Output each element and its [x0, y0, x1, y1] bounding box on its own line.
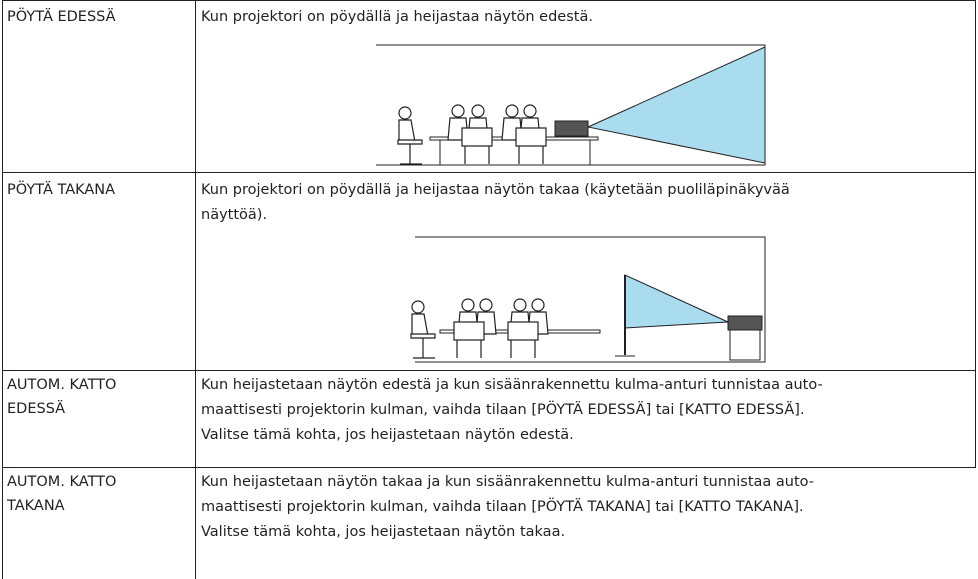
illustration-desk-rear — [410, 236, 766, 363]
text-line: Kun heijastetaan näytön takaa ja kun sis… — [201, 474, 815, 490]
text-line: maattisesti projektorin kulman, vaihda t… — [201, 402, 805, 418]
table-border — [2, 172, 976, 173]
table-border — [2, 467, 976, 468]
row-label: AUTOM. KATTO TAKANA — [7, 470, 192, 518]
text-line: TAKANA — [7, 498, 65, 514]
row-description: Kun projektori on pöydällä ja heijastaa … — [201, 178, 971, 228]
table-border — [2, 370, 976, 371]
text-line: Valitse tämä kohta, jos heijastetaan näy… — [201, 427, 574, 443]
text-line: Valitse tämä kohta, jos heijastetaan näy… — [201, 524, 566, 540]
text-line: Kun heijastetaan näytön edestä ja kun si… — [201, 377, 823, 393]
row-description: Kun heijastetaan näytön takaa ja kun sis… — [201, 470, 971, 545]
table-border — [2, 0, 3, 579]
illustration-desk-front — [376, 44, 766, 166]
text-line: AUTOM. KATTO — [7, 377, 117, 393]
row-label: PÖYTÄ TAKANA — [7, 182, 116, 198]
row-description: Kun heijastetaan näytön edestä ja kun si… — [201, 373, 971, 448]
text-line: Kun projektori on pöydällä ja heijastaa … — [201, 182, 790, 198]
text-line: AUTOM. KATTO — [7, 474, 117, 490]
text-line: EDESSÄ — [7, 401, 66, 417]
text-line: maattisesti projektorin kulman, vaihda t… — [201, 499, 804, 515]
table-border — [975, 0, 976, 467]
row-label: AUTOM. KATTO EDESSÄ — [7, 373, 192, 421]
table-border — [195, 0, 196, 579]
text-line: näyttöä). — [201, 207, 268, 223]
row-label: PÖYTÄ EDESSÄ — [7, 9, 116, 25]
row-description: Kun projektori on pöydällä ja heijastaa … — [201, 5, 971, 30]
text-line: Kun projektori on pöydällä ja heijastaa … — [201, 9, 593, 25]
table-border — [2, 0, 976, 1]
